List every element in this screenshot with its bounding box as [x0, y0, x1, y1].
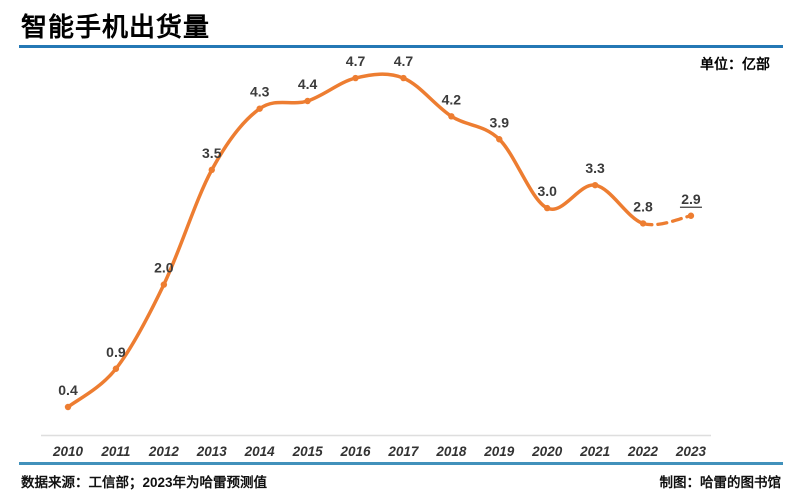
chart-credit-note: 制图：哈雷的图书馆: [659, 475, 782, 490]
data-point-label: 2.8: [633, 198, 653, 214]
x-axis-label: 2022: [627, 444, 659, 459]
data-point-marker: [448, 113, 455, 120]
data-point-label: 4.7: [394, 53, 414, 69]
x-axis-label: 2015: [292, 444, 324, 459]
data-point-label: 3.9: [490, 114, 510, 130]
data-point-marker: [544, 204, 551, 212]
x-axis-label: 2016: [339, 444, 371, 459]
x-axis-label: 2013: [196, 444, 228, 459]
x-axis-label: 2014: [244, 444, 276, 459]
data-point-marker: [256, 105, 263, 112]
data-point-marker: [591, 181, 599, 189]
data-point-marker: [687, 212, 695, 219]
data-point-label: 2.9: [681, 191, 701, 207]
data-source-note: 数据来源：工信部；2023年为哈雷预测值: [21, 475, 268, 490]
data-point-label: 3.3: [585, 160, 605, 176]
data-point-marker: [496, 136, 503, 143]
data-point-label: 2.0: [154, 260, 174, 276]
x-axis-label: 2012: [148, 444, 180, 459]
data-point-marker: [160, 281, 168, 288]
data-point-label: 4.4: [298, 76, 318, 92]
x-axis-label: 2018: [435, 444, 467, 459]
shipments-line-solid: [66, 72, 645, 409]
data-point-marker: [639, 220, 647, 227]
data-point-marker: [208, 166, 215, 174]
data-point-label: 3.0: [537, 183, 557, 199]
data-point-marker: [64, 403, 72, 411]
x-axis-label: 2021: [579, 444, 610, 459]
shipments-line-forecast-dashed: [641, 214, 693, 227]
data-point-marker: [352, 74, 359, 82]
page-title: 智能手机出货量: [21, 12, 211, 42]
bottom-divider-line: [19, 462, 783, 465]
data-point-label: 0.9: [106, 344, 126, 360]
data-point-marker: [112, 365, 120, 372]
data-point-marker: [304, 97, 311, 105]
data-point-marker: [400, 74, 407, 82]
x-axis-label: 2010: [52, 444, 84, 459]
x-axis-label: 2019: [483, 444, 515, 459]
data-point-label: 4.2: [442, 91, 462, 107]
data-point-label: 4.7: [346, 53, 366, 69]
data-point-label: 0.4: [58, 382, 78, 398]
data-point-label: 3.5: [202, 145, 222, 161]
unit-label: 单位：亿部: [700, 56, 770, 72]
x-axis-label: 2023: [675, 444, 707, 459]
data-point-label: 4.3: [250, 84, 270, 100]
x-axis-label: 2011: [100, 444, 130, 459]
x-axis-label: 2020: [531, 444, 563, 459]
top-divider-line: [19, 45, 783, 48]
x-axis-label: 2017: [387, 444, 420, 459]
